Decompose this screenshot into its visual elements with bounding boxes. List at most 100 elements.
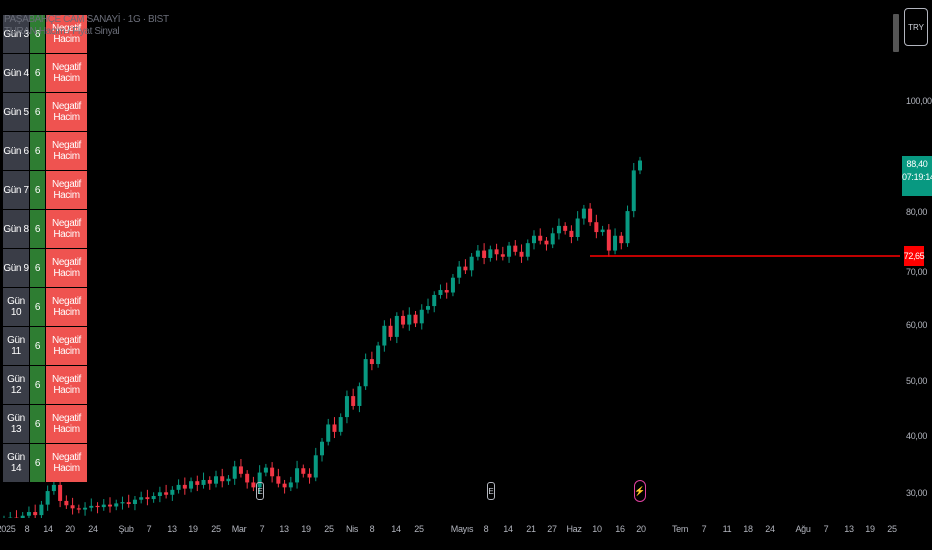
candle [76,504,81,514]
day-cell: Gün 6 [3,132,29,170]
candle [538,228,543,245]
candle-body [631,170,636,212]
price-tick-label: 60,00 [906,320,928,330]
earnings-event-icon[interactable]: E [256,482,264,500]
time-tick-label: Mar [231,524,247,534]
currency-button[interactable]: TRY [904,8,928,46]
day-cell: Gün 8 [3,210,29,248]
candle [232,460,237,485]
candle [600,225,605,236]
scale-handle[interactable] [893,14,899,52]
signal-label-cell: Negatif Hacim [46,171,87,209]
candle [238,459,243,478]
candle-body [544,240,549,245]
table-row: Gün 12 6 Negatif Hacim [3,366,87,404]
candle [313,447,318,482]
candle-body [556,225,561,234]
time-tick-label: 27 [547,524,557,534]
time-axis[interactable] [0,518,900,550]
table-row: Gün 3 6 Negatif Hacim [3,15,87,53]
candle-body [600,229,605,233]
day-cell: Gün 4 [3,54,29,92]
candle [338,413,343,436]
candle-body [89,505,94,508]
candle-body [569,230,574,237]
earnings-event-icon[interactable]: E [487,482,495,500]
candle-body [195,481,200,485]
candle [226,475,231,485]
candle [563,222,568,235]
candle [432,291,437,313]
candle [326,418,331,446]
candle [569,225,574,244]
day-cell: Gün 12 [3,366,29,404]
count-cell: 6 [30,366,45,404]
candle-body [45,491,50,505]
candle [139,491,144,504]
candle [444,282,449,299]
candle [550,227,555,249]
candle-body [245,473,250,483]
candle-body [263,467,268,473]
candle-body [114,503,119,507]
candle-body [145,497,150,500]
price-chart[interactable] [0,0,900,518]
candle-body [344,396,349,418]
candle-body [482,250,487,258]
candle [145,489,150,506]
candle [164,484,169,499]
time-tick-label: 19 [865,524,875,534]
candle-body [426,306,430,310]
count-cell: 6 [30,93,45,131]
candle [20,512,25,518]
candle-body [413,314,418,324]
candle [189,477,194,493]
candle [357,382,362,413]
last-price-value: 88,40 [906,159,928,169]
candle-body [288,482,293,488]
candle-body [20,515,25,518]
candle-body [438,290,443,295]
candle [525,239,530,261]
candle [39,500,44,518]
signal-label-cell: Negatif Hacim [46,444,87,482]
lightning-event-icon[interactable]: ⚡ [634,480,646,502]
candle [270,462,275,483]
candle-body [351,396,356,406]
time-tick-label: 11 [722,524,732,534]
time-tick-label: 25 [324,524,334,534]
day-cell: Gün 10 [3,288,29,326]
candle [475,245,480,261]
last-price-label: 88,40 07:19:14 [902,156,932,196]
time-tick-label: Haz [566,524,582,534]
candle-body [432,294,437,307]
candle [606,224,611,257]
symbol-title[interactable]: PAŞABAHÇE CAM SANAYİ · 1G · BIST [4,14,169,25]
candle-body [538,235,543,241]
candle [588,203,593,226]
candle-body [33,512,38,516]
count-cell: 6 [30,444,45,482]
candle-body [519,251,524,257]
candle [288,476,293,492]
candle [95,502,100,514]
candle [89,498,94,512]
candle [507,241,512,263]
time-tick-label: 18 [743,524,753,534]
count-cell: 6 [30,405,45,443]
indicator-title[interactable]: TURAN Hacim / Fiyat Sinyal [4,26,120,37]
candle-body [513,245,518,252]
candle-body [295,468,300,483]
candle-body [357,386,362,406]
time-tick-label: 19 [188,524,198,534]
candle-body [363,359,368,387]
candle-body [320,441,324,456]
candle [182,477,187,495]
candle-body [251,482,256,488]
time-tick-label: 8 [483,524,489,534]
candle [625,205,630,247]
candle-body [95,505,100,508]
candle-body [226,478,231,482]
candle [101,499,106,511]
candle [463,259,468,274]
